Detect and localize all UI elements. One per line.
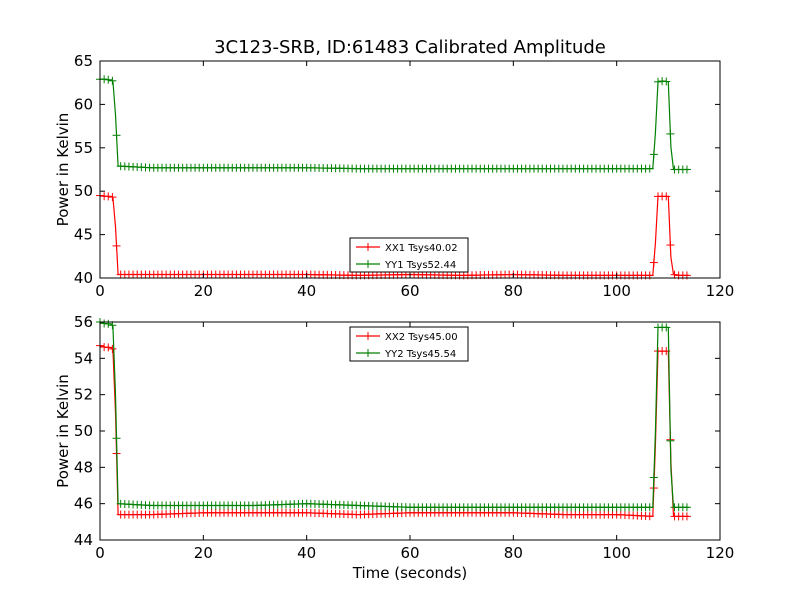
- x-tick-label: 20: [194, 544, 213, 562]
- series-xx-line: [96, 191, 691, 280]
- data-point-marker: [104, 75, 113, 84]
- data-point-marker: [649, 473, 658, 482]
- data-point-marker: [666, 436, 675, 445]
- y-tick-label: 50: [74, 182, 93, 200]
- data-point-marker: [108, 193, 117, 202]
- y-tick-label: 40: [74, 269, 93, 287]
- x-tick-label: 0: [95, 282, 105, 300]
- series-line: [100, 78, 689, 171]
- figure-title: 3C123-SRB, ID:61483 Calibrated Amplitude: [214, 37, 606, 58]
- legend-entry: YY2 Tsys45.54: [356, 349, 456, 360]
- data-point-marker: [108, 76, 117, 85]
- data-point-marker: [104, 319, 113, 328]
- x-tick-label: 120: [706, 544, 735, 562]
- series-line: [99, 345, 689, 518]
- legend-label: XX1 Tsys40.02: [385, 243, 458, 254]
- x-axis-label: Time (seconds): [352, 564, 468, 582]
- y-tick-label: 46: [74, 495, 93, 513]
- data-point-marker: [682, 503, 691, 512]
- y-tick-label: 50: [74, 422, 93, 440]
- x-tick-label: 40: [297, 544, 316, 562]
- data-point-marker: [666, 241, 675, 250]
- x-tick-label: 40: [297, 282, 316, 300]
- y-tick-label: 54: [74, 349, 93, 367]
- legend-entry: YY1 Tsys52.44: [356, 260, 456, 271]
- legend-label: XX2 Tsys45.00: [385, 332, 458, 343]
- data-point-marker: [104, 343, 113, 352]
- data-point-marker: [670, 270, 679, 279]
- data-point-marker: [645, 503, 654, 512]
- y-tick-label: 45: [74, 226, 93, 244]
- legend-label: YY1 Tsys52.44: [384, 260, 456, 271]
- x-tick-label: 60: [400, 282, 419, 300]
- x-tick-label: 0: [95, 544, 105, 562]
- y-tick-label: 60: [74, 95, 93, 113]
- data-point-marker: [649, 258, 658, 267]
- y-tick-label: 65: [74, 52, 93, 70]
- data-point-marker: [100, 75, 109, 84]
- data-point-marker: [662, 192, 671, 201]
- legend-box: [349, 326, 469, 362]
- data-point-marker: [662, 323, 671, 332]
- bottom-panel-xx2-yy2: 0 20 40 60 80 100 120 44 46 48 50 52 54 56 Power in Ke…: [54, 313, 734, 562]
- data-point-marker: [682, 165, 691, 174]
- data-point-marker: [108, 321, 117, 330]
- legend-label: YY2 Tsys45.54: [384, 349, 456, 360]
- legend: XX1 Tsys40.02 YY1 Tsys52.44: [349, 237, 469, 273]
- top-panel-xx1-yy1: 0 20 40 60 80 100 120 40 45 50 55 60 65 Power in Kelv…: [54, 52, 734, 300]
- data-point-marker: [649, 150, 658, 159]
- data-point-marker: [104, 192, 113, 201]
- legend-box: [349, 237, 469, 273]
- data-point-marker: [108, 344, 117, 353]
- x-tick-label: 120: [706, 282, 735, 300]
- x-tick-label: 80: [504, 544, 523, 562]
- data-point-marker: [654, 77, 662, 86]
- x-tick-label: 20: [194, 282, 213, 300]
- x-tick-label: 100: [602, 282, 631, 300]
- x-tick-label: 60: [400, 544, 419, 562]
- data-point-marker: [112, 434, 121, 443]
- data-point-marker: [112, 131, 121, 140]
- y-tick-label: 56: [74, 313, 93, 331]
- y-axis-label: Power in Kelvin: [54, 374, 72, 488]
- legend-entry: XX2 Tsys45.00: [356, 332, 458, 343]
- legend-entry: XX1 Tsys40.02: [356, 243, 458, 254]
- y-tick-label: 44: [74, 531, 93, 549]
- y-tick-label: 52: [74, 386, 93, 404]
- x-tick-label: 80: [504, 282, 523, 300]
- data-point-marker: [645, 164, 654, 173]
- data-point-marker: [682, 512, 691, 521]
- legend: XX2 Tsys45.00 YY2 Tsys45.54: [349, 326, 469, 362]
- x-tick-label: 100: [602, 544, 631, 562]
- data-point-marker: [112, 241, 121, 250]
- series-yy-line: [96, 75, 691, 174]
- y-tick-label: 48: [74, 458, 93, 476]
- data-point-marker: [666, 129, 675, 138]
- y-tick-label: 55: [74, 139, 93, 157]
- series-yy-line: [96, 318, 691, 512]
- data-point-marker: [645, 512, 654, 521]
- series-xx-line: [96, 341, 691, 521]
- data-point-marker: [662, 77, 671, 86]
- y-axis-label: Power in Kelvin: [54, 113, 72, 227]
